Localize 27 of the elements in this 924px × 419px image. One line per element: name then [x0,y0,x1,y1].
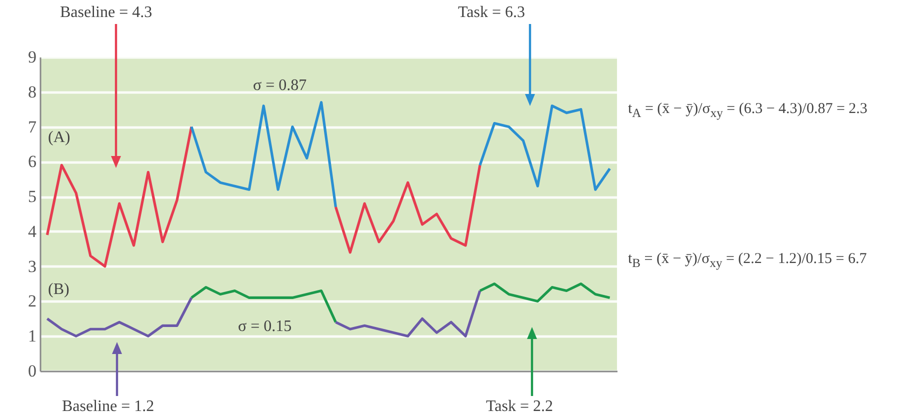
line-series [478,104,612,191]
y-tick-label: 5 [28,187,36,206]
line-series [334,164,482,254]
y-tick-label: 0 [28,362,36,380]
y-tick-label: 8 [28,82,36,102]
text: t$_{B}$ = (x̄ − ȳ)/σ$_{xy}$ = (2.2 − 1.2)/0.15 = 6.7 [628,250,868,272]
y-tick-label: 1 [28,326,36,346]
line-series [46,296,193,338]
y-tick-label: 9 [28,48,36,66]
line-series [334,289,482,338]
annotation: σ = 0.87 [253,77,307,95]
annotation: σ = 0.15 [238,318,292,336]
text: Baseline = 4.3 [60,4,152,22]
y-tick-label: 4 [28,222,37,241]
annotation: (A) [48,129,70,147]
text: Task = 2.2 [486,398,554,416]
annotation: (B) [48,281,70,299]
y-tick-label: 3 [28,256,36,276]
text: Task = 6.3 [458,4,526,22]
y-tick-label: 7 [28,117,37,136]
y-tick-label: 2 [28,292,36,311]
text: t$_{A}$ = (x̄ − ȳ)/σ$_{xy}$ = (6.3 − 4.3)/0.87 = 2.3 [628,100,868,122]
text: Baseline = 1.2 [62,398,154,416]
line-series [478,282,612,303]
y-tick-label: 6 [28,152,36,172]
line-series [190,101,338,208]
line-series [46,125,193,268]
